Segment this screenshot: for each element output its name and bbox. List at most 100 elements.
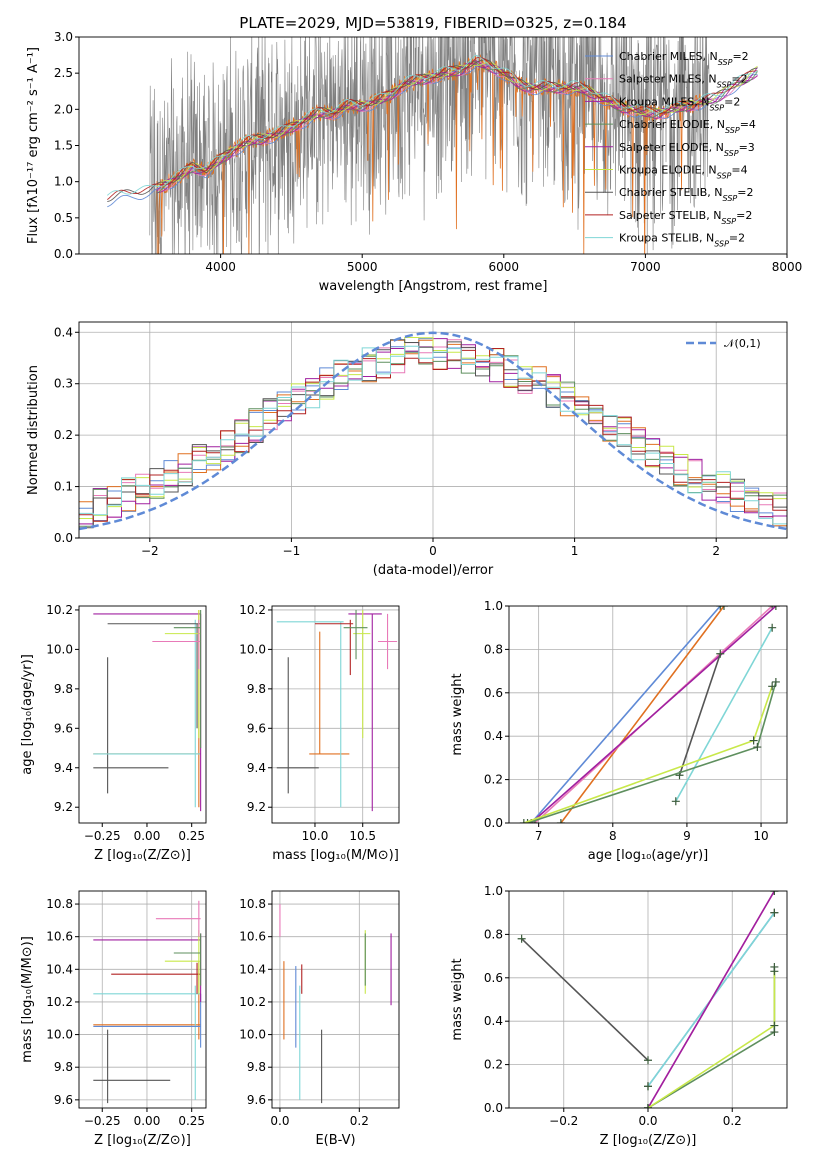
legend-label: Kroupa STELIB, NSSP=2	[619, 232, 745, 249]
axes-frame	[78, 890, 207, 1109]
plot-area	[272, 891, 399, 1108]
x-tick-label: 0	[429, 544, 437, 558]
mass-weight-line	[647, 891, 776, 1108]
panel-mass-vs-ebv: 0.0 0.2 9.6 9.8 10.0 10.2 10.4 10.6 10.8 E(B-V)	[239, 890, 400, 1148]
x-axis-label: Z [log₁₀(Z/Z⊙)]	[600, 1133, 697, 1148]
legend-label: Chabrier STELIB, NSSP=2	[619, 186, 753, 203]
mass-weight-line	[530, 606, 777, 823]
y-axis-label: Normed distribution	[26, 365, 41, 495]
y-tick-label: 0.8	[484, 927, 503, 941]
y-tick-label: 10.2	[239, 603, 266, 617]
y-tick-label: 0.2	[484, 1058, 503, 1072]
y-tick-label: 10.2	[239, 995, 266, 1009]
x-axis-label: Z [log₁₀(Z/Z⊙)]	[94, 1133, 191, 1148]
y-tick-label: 0.4	[484, 1014, 503, 1028]
residual-histogram	[79, 339, 787, 529]
legend-label: Chabrier MILES, NSSP=2	[619, 50, 749, 67]
y-tick-label: 0.1	[54, 480, 73, 494]
x-tick-label: 0.0	[270, 1114, 289, 1128]
plot-area	[79, 322, 787, 538]
data-point-marker	[519, 819, 528, 823]
y-tick-label: 9.6	[247, 721, 266, 735]
y-tick-label: 0.2	[54, 428, 73, 442]
axes-frame	[508, 605, 788, 824]
y-tick-label: 0.4	[54, 325, 73, 339]
y-tick-label: 9.8	[247, 1060, 266, 1074]
x-axis-label: Z [log₁₀(Z/Z⊙)]	[94, 848, 191, 863]
x-tick-label: 7	[535, 829, 543, 843]
y-tick-label: 10.8	[239, 897, 266, 911]
panel-age-vs-Z: −0.25 0.00 0.25 9.2 9.4 9.6 9.8 10.0 10.2 Z [log₁…	[20, 603, 207, 863]
legend-label: Chabrier ELODIE, NSSP=4	[619, 118, 756, 135]
y-tick-label: 10.6	[46, 930, 73, 944]
y-tick-label: 1.0	[484, 884, 503, 898]
plot-area	[79, 891, 206, 1108]
axes-frame	[78, 605, 207, 824]
legend-label: 𝒩(0,1)	[724, 337, 761, 350]
x-axis-label: wavelength [Angstrom, rest frame]	[319, 279, 548, 294]
y-tick-label: 0.6	[484, 971, 503, 985]
x-tick-label: 7000	[630, 260, 661, 274]
y-tick-label: 10.4	[46, 962, 73, 976]
y-tick-label: 1.0	[54, 175, 73, 189]
y-tick-label: 0.4	[484, 729, 503, 743]
x-tick-label: 4000	[205, 260, 236, 274]
y-tick-label: 2.0	[54, 102, 73, 116]
panel-spectrum: 4000 5000 6000 7000 8000 0.0 0.5 1.0 1.5 2.0 2.5 3.…	[26, 30, 802, 294]
x-tick-label: −1	[283, 544, 301, 558]
x-tick-label: 10.5	[349, 829, 376, 843]
x-tick-label: 0.00	[134, 829, 161, 843]
data-point-marker	[768, 623, 777, 632]
data-point-marker	[771, 677, 780, 686]
data-point-marker	[523, 819, 532, 823]
panel-residuals: −2 −1 0 1 2 0.0 0.1 0.2 0.3 0.4 (data-model)/error…	[26, 321, 788, 578]
residual-histogram	[79, 345, 787, 525]
data-point-marker	[753, 743, 762, 752]
x-tick-label: −0.25	[84, 1114, 121, 1128]
mass-weight-line	[560, 606, 725, 823]
x-tick-label: 10.0	[302, 829, 329, 843]
y-tick-label: 9.6	[54, 721, 73, 735]
legend-label: Salpeter MILES, NSSP=2	[619, 73, 748, 90]
x-tick-label: −0.2	[549, 1114, 578, 1128]
y-tick-label: 9.4	[247, 761, 266, 775]
y-tick-label: 9.2	[247, 800, 266, 814]
y-tick-label: 1.0	[484, 599, 503, 613]
x-axis-label: age [log₁₀(age/yr)]	[588, 848, 709, 863]
mass-weight-line	[530, 606, 721, 823]
y-tick-label: 0.8	[484, 642, 503, 656]
x-tick-label: 10	[753, 829, 768, 843]
x-tick-label: 9	[683, 829, 691, 843]
observed-spectrum-line	[149, 37, 710, 254]
legend-label: Kroupa ELODIE, NSSP=4	[619, 164, 748, 181]
data-point-marker	[768, 682, 777, 691]
mass-weight-line	[675, 627, 773, 802]
model-fit-line	[107, 59, 758, 203]
x-tick-label: 5000	[347, 260, 378, 274]
y-tick-label: 10.4	[239, 962, 266, 976]
legend-label: Salpeter ELODIE, NSSP=3	[619, 141, 755, 158]
data-point-marker	[719, 606, 728, 610]
x-axis-label: (data-model)/error	[373, 563, 494, 578]
x-axis-label: E(B-V)	[315, 1133, 355, 1148]
y-tick-label: 10.2	[46, 603, 73, 617]
data-point-marker	[644, 1082, 652, 1091]
x-tick-label: 0.2	[350, 1114, 369, 1128]
y-axis-label: age [log₁₀(age/yr)]	[20, 654, 35, 775]
panel-massweight-vs-age: 7 8 9 10 0.0 0.2 0.4 0.6 0.8 1.0 age [log₁₀(age/yr…	[450, 599, 788, 863]
axes-frame	[271, 890, 400, 1109]
panel-massweight-vs-Z: −0.2 0.0 0.2 0.0 0.2 0.4 0.6 0.8 1.0 Z [log₁₀(Z/Z…	[450, 884, 788, 1148]
x-axis-label: mass [log₁₀(M/M⊙)]	[272, 848, 399, 863]
panel-age-vs-mass: 10.0 10.5 9.2 9.4 9.6 9.8 10.0 10.2 mass [log₁₀(…	[239, 603, 400, 863]
x-tick-label: −0.25	[84, 829, 121, 843]
data-point-marker	[517, 934, 526, 943]
normal-distribution-curve	[79, 331, 787, 531]
y-tick-label: 2.5	[54, 66, 73, 80]
data-point-marker	[671, 797, 680, 806]
x-tick-label: 0.25	[178, 1114, 205, 1128]
y-axis-label: mass [log₁₀(M/M⊙)]	[20, 936, 35, 1063]
plot-area	[272, 606, 399, 823]
y-tick-label: 0.0	[54, 531, 73, 545]
figure-title: PLATE=2029, MJD=53819, FIBERID=0325, z=0…	[239, 14, 626, 32]
